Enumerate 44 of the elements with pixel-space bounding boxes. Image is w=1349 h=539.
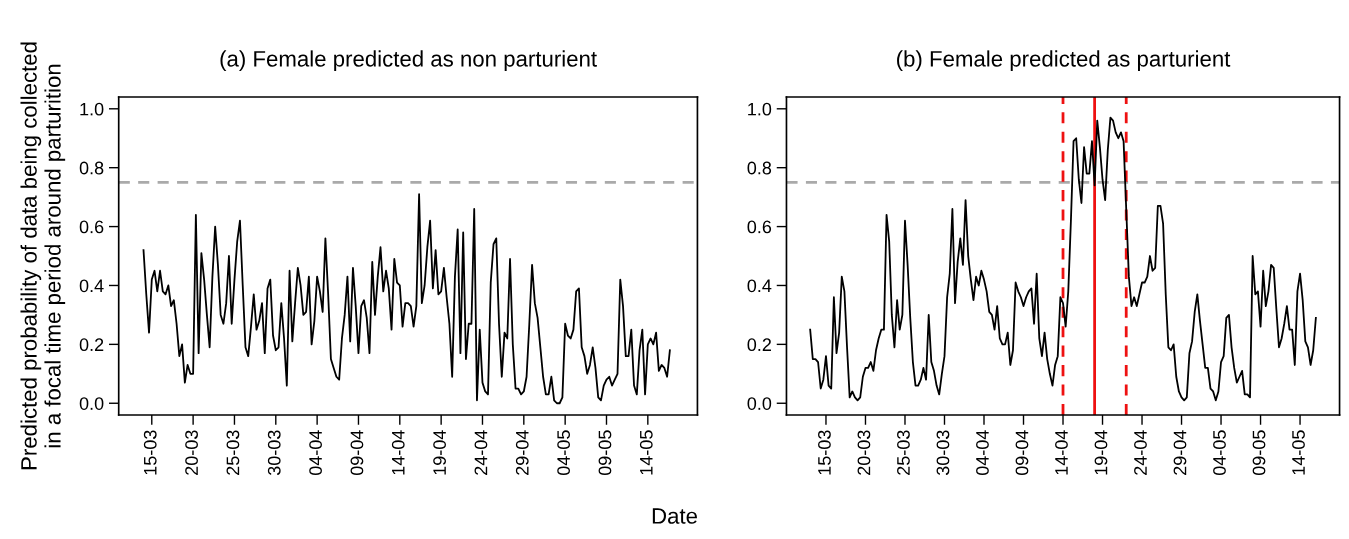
x-tick-label: 09-05 (1252, 430, 1266, 476)
x-tick-label: 09-04 (1015, 430, 1029, 476)
x-tick-label: 30-03 (267, 430, 281, 476)
x-tick-label: 15-03 (143, 430, 157, 475)
x-tick-label: 04-05 (557, 430, 570, 476)
y-tick-label: 0.6 (747, 220, 772, 234)
x-tick-label: 04-04 (309, 430, 322, 476)
x-tick-label: 09-04 (350, 430, 364, 476)
x-tick-label: 15-03 (818, 430, 831, 475)
x-axis-title: Date (652, 508, 697, 524)
x-tick-label: 14-05 (1292, 430, 1305, 475)
y-axis-title: Predicted probability of data being collected in a focal time period around parturition (20, 42, 66, 470)
y-tick-label: 0.0 (79, 397, 104, 410)
x-tick-label: 24-04 (1134, 430, 1147, 475)
x-tick-label: 04-05 (1213, 430, 1226, 476)
x-tick-label: 09-05 (598, 430, 612, 476)
x-tick-label: 19-04 (1094, 430, 1108, 475)
y-tick-label: 0.6 (79, 220, 104, 234)
line-series (809, 116, 1317, 402)
y-tick-label: 0.8 (747, 161, 772, 175)
x-tick-label: 25-03 (226, 430, 240, 475)
y-tick-label: 0.2 (747, 338, 771, 352)
x-tick-label: 29-04 (515, 430, 529, 475)
x-tick-label: 29-04 (1173, 430, 1187, 475)
chart-title: (a) Female predicted as non parturient (220, 50, 597, 72)
x-tick-label: 14-05 (639, 430, 653, 475)
y-tick-label: 0.0 (747, 397, 772, 410)
y-tick-label: 1.0 (748, 102, 772, 116)
y-tick-label: 1.0 (80, 102, 104, 116)
y-tick-label: 0.4 (79, 279, 104, 293)
x-tick-label: 19-04 (433, 430, 446, 475)
line-series (142, 193, 671, 405)
y-tick-label: 0.4 (747, 279, 772, 293)
chart-title: (b) Female predicted as parturient (897, 50, 1231, 72)
x-tick-label: 30-03 (936, 430, 950, 476)
y-tick-label: 0.2 (79, 338, 104, 352)
x-tick-label: 04-04 (976, 430, 989, 476)
x-tick-label: 20-03 (857, 430, 871, 475)
x-tick-label: 20-03 (185, 430, 198, 475)
y-tick-label: 0.8 (79, 161, 104, 175)
x-tick-label: 14-04 (1055, 430, 1068, 475)
x-tick-label: 14-04 (391, 430, 405, 475)
x-tick-label: 25-03 (897, 430, 910, 475)
x-tick-label: 24-04 (474, 430, 488, 475)
